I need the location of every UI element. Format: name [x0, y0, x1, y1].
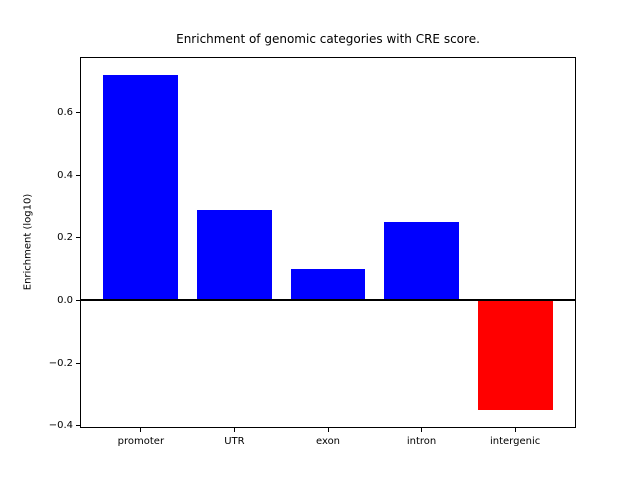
- bar-intron: [384, 222, 459, 301]
- x-tick-mark: [514, 428, 516, 432]
- y-tick-label: 0.4: [57, 169, 73, 181]
- y-tick-label: 0.0: [57, 294, 73, 306]
- y-tick-mark: [76, 174, 80, 176]
- bar-promoter: [103, 74, 179, 301]
- bar-exon: [290, 269, 366, 301]
- y-tick-label: 0.2: [57, 232, 73, 244]
- plot-area: −0.4 −0.2 0.0 0.2 0.4 0.6 promoter UTR exon intr…: [49, 57, 576, 447]
- x-tick-mark: [140, 428, 142, 432]
- x-tick-mark: [233, 428, 235, 432]
- y-tick-label: −0.4: [48, 420, 73, 432]
- y-tick-mark: [76, 111, 80, 113]
- chart-title: Enrichment of genomic categories with CR…: [176, 32, 480, 46]
- x-tick-label-UTR: UTR: [224, 436, 245, 447]
- x-tick-label-exon: exon: [315, 436, 341, 447]
- y-tick-mark: [76, 425, 80, 427]
- y-tick-label: −0.2: [48, 357, 73, 369]
- x-tick-label-intergenic: intergenic: [489, 436, 541, 447]
- x-tick-label-promoter: promoter: [117, 436, 165, 447]
- bar-intergenic: [477, 300, 553, 411]
- y-tick-mark: [76, 362, 80, 364]
- x-tick-label-intron: intron: [406, 436, 437, 447]
- y-tick-label: 0.6: [57, 106, 73, 118]
- x-tick-mark: [327, 428, 329, 432]
- y-tick-mark: [76, 237, 80, 239]
- bar-UTR: [197, 209, 272, 301]
- zero-line: [81, 299, 575, 302]
- x-tick-mark: [421, 428, 423, 432]
- y-tick-mark: [76, 299, 80, 301]
